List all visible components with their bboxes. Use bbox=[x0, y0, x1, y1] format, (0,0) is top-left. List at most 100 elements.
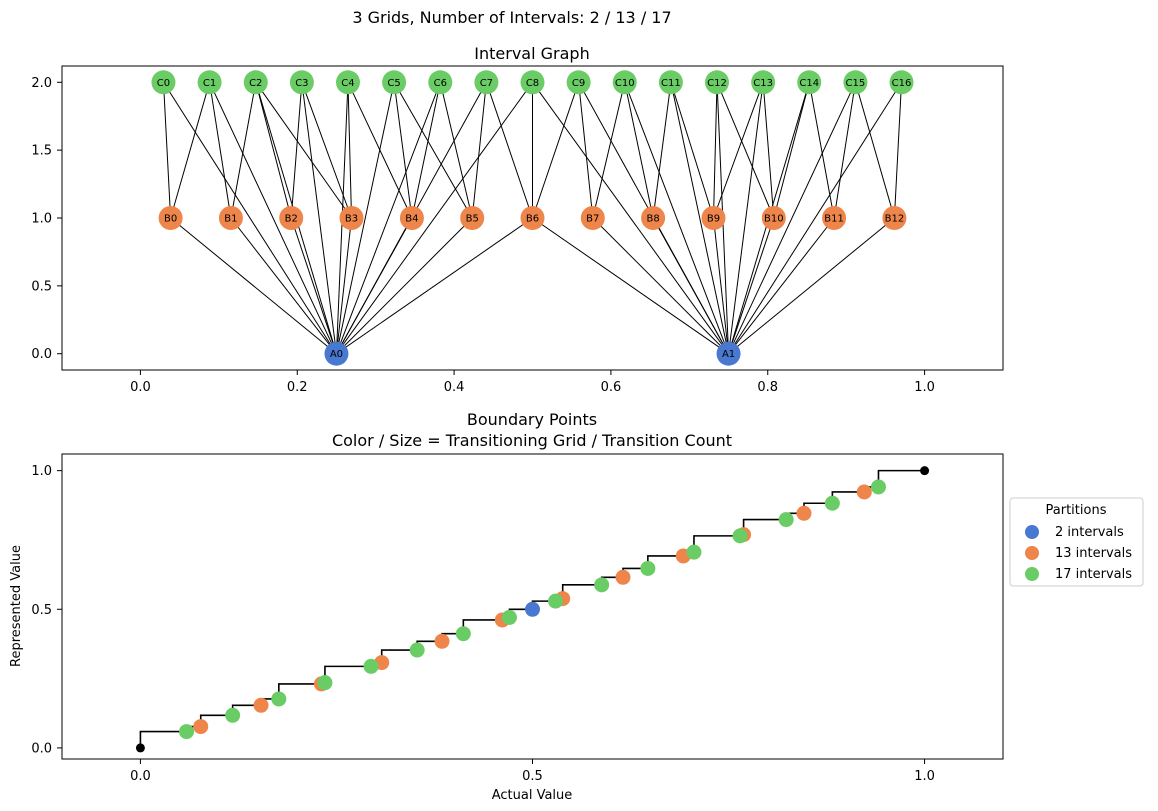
graph-edge-B8-C11 bbox=[652, 82, 672, 219]
graph-node-label-C11: C11 bbox=[661, 78, 681, 89]
graph-node-label-C2: C2 bbox=[249, 78, 262, 89]
endpoint-marker bbox=[135, 743, 145, 753]
graph-node-C4 bbox=[335, 70, 360, 95]
interval-graph-panel: Interval Graph A0 A1 B0 B1 B2 B3 B4 B5 B6 B7 B8 B9 B… bbox=[31, 44, 1004, 395]
boundary-point-17-intervals bbox=[501, 609, 517, 625]
boundary-point-17-intervals bbox=[317, 675, 333, 691]
graph-node-label-B10: B10 bbox=[764, 214, 784, 225]
graph-node-C12 bbox=[705, 70, 730, 95]
graph-edge-A0-B5 bbox=[336, 217, 473, 355]
boundary-points bbox=[135, 466, 930, 753]
x-tick-label: 0.5 bbox=[522, 769, 543, 784]
graph-node-B3 bbox=[339, 206, 364, 230]
legend-marker-17-intervals bbox=[1025, 567, 1039, 581]
graph-node-C15 bbox=[843, 70, 868, 95]
graph-node-label-B0: B0 bbox=[164, 214, 177, 225]
graph-node-C0 bbox=[151, 70, 176, 95]
x-tick-label: 0.0 bbox=[130, 380, 151, 395]
boundary-point-13-intervals bbox=[253, 697, 269, 713]
graph-edge-B3-C2 bbox=[255, 81, 352, 219]
boundary-point-17-intervals bbox=[778, 512, 794, 528]
graph-node-label-C8: C8 bbox=[526, 78, 539, 89]
y-tick-label: 2.0 bbox=[31, 76, 52, 91]
graph-node-label-C0: C0 bbox=[157, 78, 170, 89]
graph-node-B10 bbox=[761, 206, 786, 230]
graph-edge-B1-C2 bbox=[230, 82, 257, 219]
graph-node-label-B3: B3 bbox=[345, 214, 358, 225]
graph-node-B8 bbox=[641, 206, 666, 230]
boundary-point-17-intervals bbox=[824, 495, 840, 511]
graph-node-label-C9: C9 bbox=[572, 78, 585, 89]
graph-edge-A0-C8 bbox=[336, 81, 533, 355]
graph-edge-B7-C9 bbox=[578, 82, 594, 219]
graph-node-C7 bbox=[474, 70, 499, 95]
graph-node-C5 bbox=[382, 70, 407, 95]
legend-marker-2-intervals bbox=[1025, 525, 1039, 539]
graph-edge-B12-C15 bbox=[854, 82, 895, 219]
legend-marker-13-intervals bbox=[1025, 546, 1039, 560]
graph-edge-B6-C9 bbox=[532, 82, 580, 219]
boundary-point-17-intervals bbox=[640, 560, 656, 576]
graph-node-label-A1: A1 bbox=[722, 349, 735, 360]
graph-edge-A0-C1 bbox=[209, 82, 337, 354]
y-axis-label: Represented Value bbox=[9, 545, 24, 667]
graph-edge-A1-C8 bbox=[532, 81, 729, 355]
endpoint-marker bbox=[920, 466, 930, 476]
graph-edge-B7-C10 bbox=[592, 82, 626, 219]
graph-edge-B10-C13 bbox=[762, 82, 775, 219]
boundary-point-17-intervals bbox=[870, 479, 886, 495]
boundary-point-2-intervals bbox=[525, 601, 540, 617]
graph-node-B1 bbox=[218, 206, 243, 230]
x-tick-label: 0.4 bbox=[444, 380, 465, 395]
graph-edge-B9-C12 bbox=[712, 82, 718, 219]
interval-graph-x-axis: 0.0 0.2 0.4 0.6 0.8 1.0 bbox=[130, 370, 935, 395]
graph-edge-B11-C15 bbox=[833, 82, 856, 219]
graph-node-B7 bbox=[580, 206, 605, 230]
boundary-point-17-intervals bbox=[686, 544, 702, 560]
graph-edge-A1-B7 bbox=[592, 217, 729, 355]
graph-edge-A0-C3 bbox=[301, 82, 337, 354]
interval-graph-nodes: A0 A1 B0 B1 B2 B3 B4 B5 B6 B7 B8 B9 B10 B11 B12 C0 C1 C2 C… bbox=[151, 70, 914, 366]
legend-title: Partitions bbox=[1046, 503, 1107, 518]
graph-node-B4 bbox=[399, 206, 424, 230]
boundary-point-13-intervals bbox=[193, 719, 209, 735]
graph-edge-B0-C0 bbox=[162, 82, 172, 219]
y-tick-label: 0.5 bbox=[31, 603, 52, 618]
graph-node-C13 bbox=[751, 70, 776, 95]
graph-edge-B5-C6 bbox=[439, 82, 473, 219]
boundary-points-x-axis: 0.0 0.5 1.0 bbox=[130, 759, 935, 784]
boundary-point-13-intervals bbox=[796, 505, 812, 521]
graph-edge-A0-B3 bbox=[335, 217, 353, 354]
graph-node-label-C14: C14 bbox=[799, 78, 819, 89]
graph-edge-B5-C7 bbox=[471, 82, 487, 219]
y-tick-label: 0.0 bbox=[31, 347, 52, 362]
graph-node-label-C4: C4 bbox=[341, 78, 354, 89]
figure-suptitle: 3 Grids, Number of Intervals: 2 / 13 / 1… bbox=[352, 8, 671, 27]
graph-edge-A1-C16 bbox=[728, 82, 902, 354]
graph-node-B9 bbox=[701, 206, 726, 230]
graph-node-label-B12: B12 bbox=[885, 214, 905, 225]
boundary-points-title-line1: Boundary Points bbox=[467, 410, 597, 429]
graph-node-label-B7: B7 bbox=[586, 214, 599, 225]
graph-edge-B11-C14 bbox=[808, 82, 835, 219]
x-tick-label: 0.2 bbox=[287, 380, 308, 395]
graph-node-label-B5: B5 bbox=[466, 214, 479, 225]
boundary-point-17-intervals bbox=[548, 593, 564, 609]
x-tick-label: 0.6 bbox=[601, 380, 622, 395]
graph-edge-A0-B2 bbox=[290, 217, 337, 354]
graph-node-label-C13: C13 bbox=[753, 78, 773, 89]
graph-node-label-A0: A0 bbox=[330, 349, 343, 360]
graph-node-label-B8: B8 bbox=[646, 214, 659, 225]
boundary-point-17-intervals bbox=[732, 528, 748, 544]
graph-edge-B8-C10 bbox=[624, 82, 654, 219]
graph-node-label-B9: B9 bbox=[707, 214, 720, 225]
graph-edge-B4-C4 bbox=[347, 82, 413, 219]
boundary-point-13-intervals bbox=[615, 569, 631, 585]
graph-edge-A1-B6 bbox=[532, 217, 729, 355]
graph-node-label-B1: B1 bbox=[224, 214, 237, 225]
graph-node-label-B4: B4 bbox=[405, 214, 418, 225]
boundary-point-17-intervals bbox=[225, 707, 241, 723]
boundary-points-title-line2: Color / Size = Transitioning Grid / Tran… bbox=[332, 431, 732, 450]
graph-node-label-C5: C5 bbox=[387, 78, 400, 89]
graph-node-B2 bbox=[279, 206, 304, 230]
